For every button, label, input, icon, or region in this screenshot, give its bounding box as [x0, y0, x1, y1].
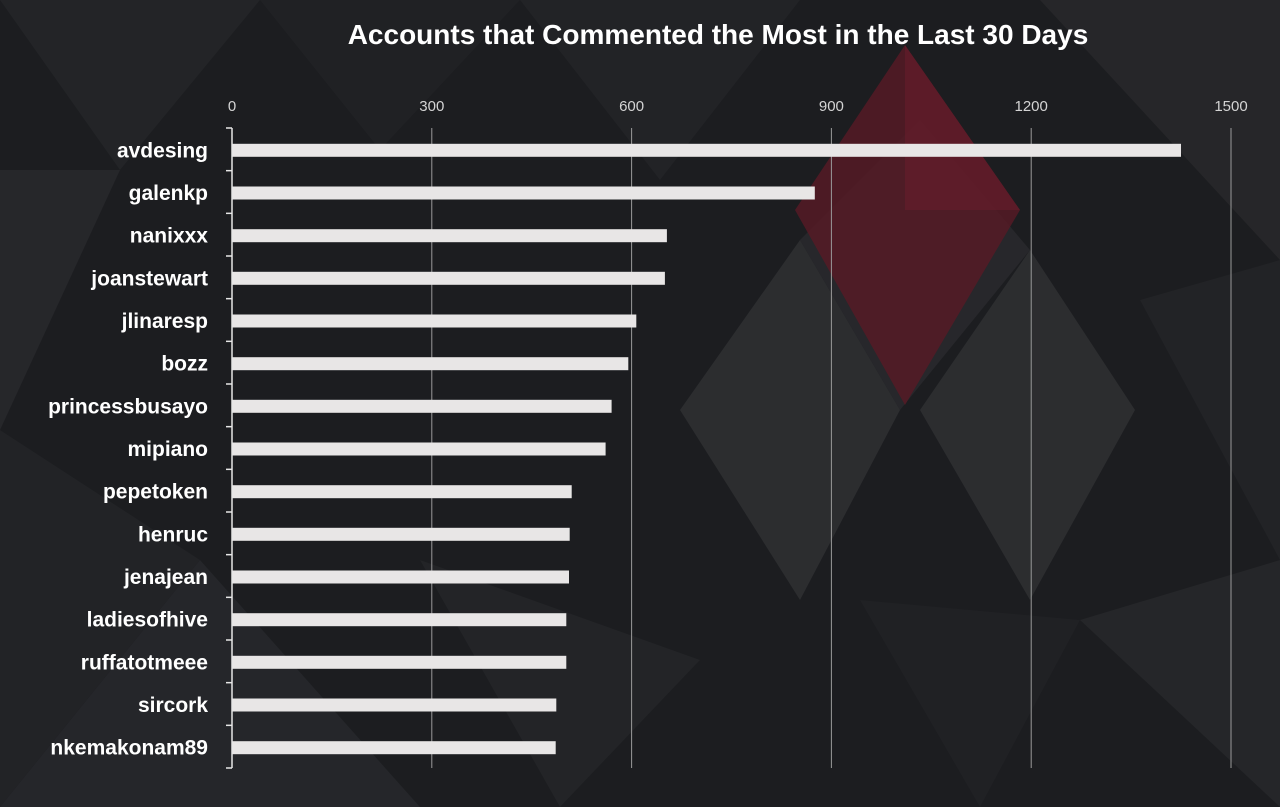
category-label: jlinaresp	[121, 310, 208, 333]
category-label: joanstewart	[90, 267, 208, 290]
category-label: avdesing	[117, 139, 208, 162]
bar-ruffatotmeee	[232, 655, 567, 669]
bar-sircork	[232, 698, 557, 712]
y-axis	[226, 127, 233, 769]
bar-bozz	[232, 357, 629, 371]
category-label: bozz	[161, 353, 208, 376]
bar-ladiesofhive	[232, 613, 567, 627]
category-labels: avdesing galenkp nanixxx joanstewart jlinare…	[48, 139, 208, 759]
category-label: ruffatotmeee	[81, 651, 208, 674]
bar-joanstewart	[232, 271, 665, 285]
category-label: galenkp	[129, 182, 208, 205]
bar-jlinaresp	[232, 314, 637, 328]
x-tick-label: 0	[228, 98, 236, 115]
bars	[232, 143, 1181, 755]
x-tick-label: 1200	[1015, 98, 1048, 115]
chart-title: Accounts that Commented the Most in the …	[348, 19, 1089, 50]
category-label: ladiesofhive	[87, 609, 208, 632]
x-axis-tick-labels: 0 300 600 900 1200 1500	[228, 98, 1248, 115]
category-label: princessbusayo	[48, 395, 208, 418]
bar-henruc	[232, 527, 570, 541]
bar-nkemakonam89	[232, 741, 556, 755]
bar-jenajean	[232, 570, 569, 584]
bar-avdesing	[232, 143, 1181, 157]
x-tick-label: 300	[419, 98, 444, 115]
category-label: henruc	[138, 523, 208, 546]
category-label: jenajean	[123, 566, 208, 589]
x-tick-label: 1500	[1214, 98, 1247, 115]
bar-mipiano	[232, 442, 606, 456]
bar-pepetoken	[232, 485, 572, 499]
category-label: nanixxx	[130, 225, 209, 248]
category-label: mipiano	[127, 438, 208, 461]
x-tick-label: 900	[819, 98, 844, 115]
bar-nanixxx	[232, 229, 667, 243]
bar-princessbusayo	[232, 399, 612, 413]
category-label: nkemakonam89	[50, 737, 208, 760]
x-tick-label: 600	[619, 98, 644, 115]
bar-galenkp	[232, 186, 815, 200]
category-label: sircork	[138, 694, 208, 717]
category-label: pepetoken	[103, 481, 208, 504]
